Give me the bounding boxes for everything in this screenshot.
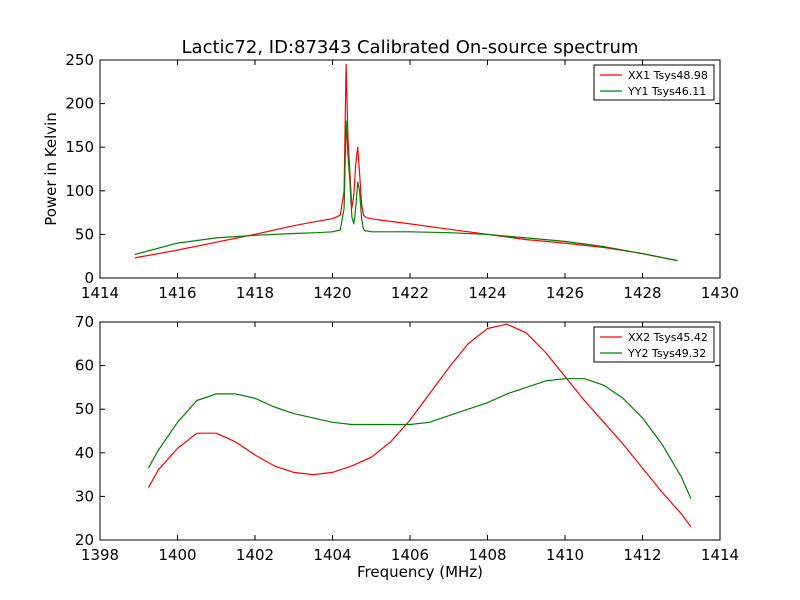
legend-entry: XX2 Tsys45.42 [628, 331, 708, 344]
y-tick-label: 70 [75, 313, 94, 331]
series-line-xx2 [147, 323, 692, 528]
bottom-spectrum-panel: 1398 1400 1402 1404 1406 1408 1410 1412 1414 20 30… [75, 313, 739, 581]
y-tick-label: 40 [75, 444, 94, 462]
x-tick-label: 1428 [623, 284, 661, 302]
x-tick-label: 1416 [158, 284, 196, 302]
top-spectrum-panel: 1414 1416 1418 1420 1422 1424 1426 1428 1430 0 50 1… [42, 51, 739, 302]
y-tick-label: 250 [65, 51, 94, 69]
x-tick-label: 1422 [391, 284, 429, 302]
y-tick-label: 100 [65, 182, 94, 200]
x-tick-label: 1406 [391, 546, 429, 564]
legend-box [593, 64, 715, 101]
legend-box [593, 326, 715, 363]
series-line-yy2 [147, 378, 692, 499]
x-tick-label: 1412 [623, 546, 661, 564]
y-tick-label: 50 [75, 400, 94, 418]
legend-entry: XX1 Tsys48.98 [628, 69, 708, 82]
x-tick-label: 1424 [468, 284, 506, 302]
y-tick-label: 30 [75, 487, 94, 505]
series-line-yy1 [134, 120, 678, 262]
legend: XX1 Tsys48.98 YY1 Tsys46.11 [593, 64, 715, 101]
x-tick-label: 1420 [313, 284, 351, 302]
x-tick-label: 1398 [81, 546, 119, 564]
figure-title: Lactic72, ID:87343 Calibrated On-source … [182, 37, 639, 58]
y-tick-label: 0 [84, 269, 94, 287]
x-tick-label: 1418 [236, 284, 274, 302]
y-tick-label: 200 [65, 95, 94, 113]
x-tick-label: 1408 [468, 546, 506, 564]
y-tick-label: 150 [65, 138, 94, 156]
x-tick-label: 1414 [701, 546, 739, 564]
x-tick-label: 1410 [546, 546, 584, 564]
y-axis-label: Power in Kelvin [42, 112, 60, 226]
x-tick-label: 1414 [81, 284, 119, 302]
x-tick-label: 1404 [313, 546, 351, 564]
x-tick-label: 1402 [236, 546, 274, 564]
x-tick-label: 1426 [546, 284, 584, 302]
y-tick-label: 50 [75, 225, 94, 243]
x-tick-label: 1400 [158, 546, 196, 564]
legend: XX2 Tsys45.42 YY2 Tsys49.32 [593, 326, 715, 363]
x-axis-label: Frequency (MHz) [357, 563, 483, 581]
legend-entry: YY1 Tsys46.11 [627, 85, 706, 98]
x-tick-label: 1430 [701, 284, 739, 302]
y-tick-label: 60 [75, 357, 94, 375]
y-tick-label: 20 [75, 531, 94, 549]
legend-entry: YY2 Tsys49.32 [627, 347, 706, 360]
